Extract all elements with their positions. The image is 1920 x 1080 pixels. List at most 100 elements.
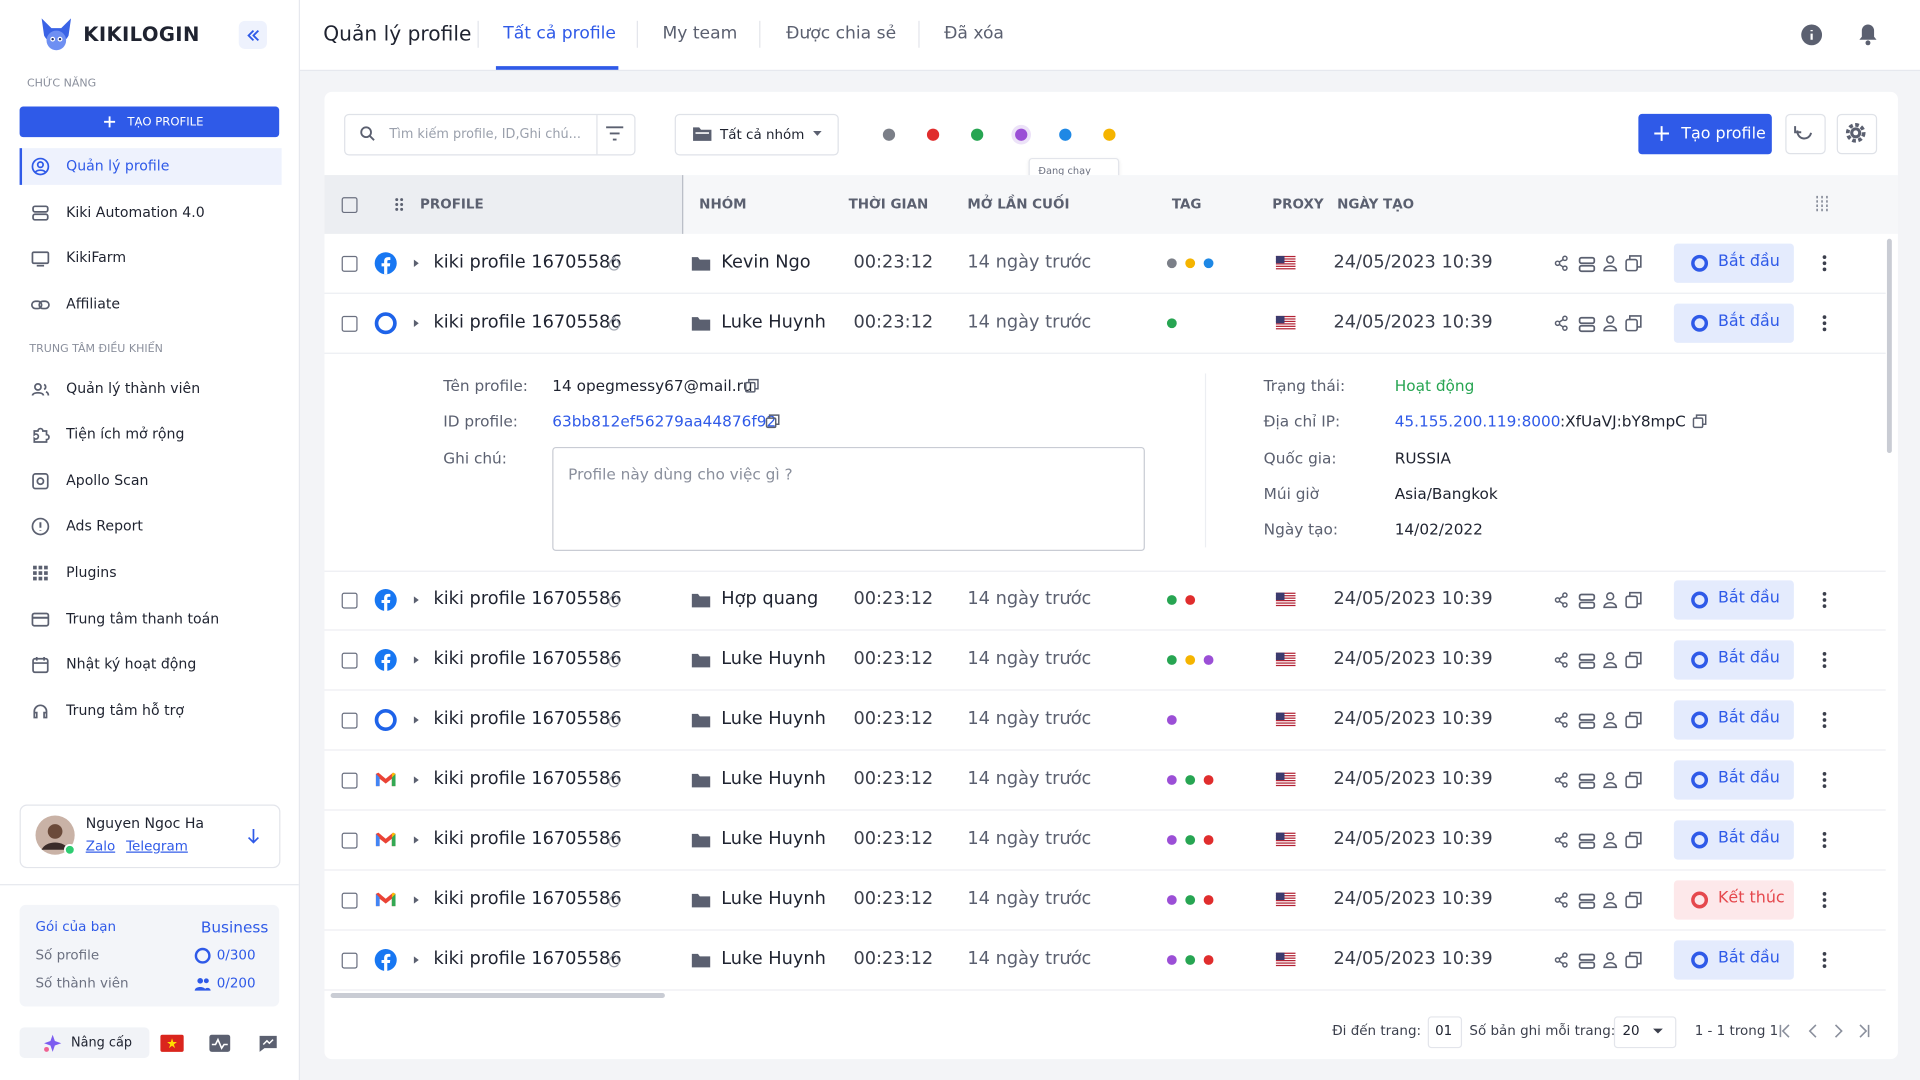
share-icon[interactable] bbox=[1554, 651, 1569, 668]
share-icon[interactable] bbox=[1554, 951, 1569, 968]
share-icon[interactable] bbox=[1554, 711, 1569, 728]
expand-caret[interactable] bbox=[413, 319, 419, 327]
menu-item[interactable]: Quản lý profile bbox=[66, 156, 170, 175]
expand-caret[interactable] bbox=[413, 776, 419, 784]
profile-name[interactable]: kiki profile 16705586 bbox=[433, 649, 622, 669]
filter-icon[interactable] bbox=[606, 126, 624, 141]
storage-icon[interactable] bbox=[1577, 591, 1596, 609]
user-icon[interactable] bbox=[1602, 315, 1619, 332]
share-icon[interactable] bbox=[1554, 591, 1569, 608]
row-checkbox[interactable] bbox=[341, 952, 358, 969]
activity-icon[interactable] bbox=[209, 1034, 231, 1052]
next-page[interactable] bbox=[1834, 1024, 1845, 1038]
copy-icon[interactable] bbox=[1692, 414, 1707, 429]
settings-button[interactable] bbox=[1836, 113, 1878, 155]
menu-item[interactable]: KikiFarm bbox=[66, 248, 127, 266]
color-filter[interactable] bbox=[1015, 128, 1028, 141]
row-checkbox[interactable] bbox=[341, 772, 358, 789]
share-icon[interactable] bbox=[1554, 891, 1569, 908]
expand-caret[interactable] bbox=[413, 259, 419, 267]
more-icon[interactable] bbox=[1822, 891, 1827, 908]
share-icon[interactable] bbox=[1554, 255, 1569, 272]
menu-item[interactable]: Nhật ký hoạt động bbox=[66, 655, 197, 673]
menu-item[interactable]: Apollo Scan bbox=[66, 471, 149, 489]
copy-icon[interactable] bbox=[1625, 771, 1642, 789]
header-checkbox[interactable] bbox=[341, 197, 358, 214]
copy-icon[interactable] bbox=[1625, 951, 1642, 969]
menu-item[interactable]: Ads Report bbox=[66, 516, 143, 535]
storage-icon[interactable] bbox=[1577, 831, 1596, 849]
share-icon[interactable] bbox=[1554, 315, 1569, 332]
page-input[interactable] bbox=[1427, 1016, 1463, 1049]
vn-flag[interactable] bbox=[160, 1034, 184, 1052]
copy-icon[interactable] bbox=[1625, 315, 1642, 332]
more-icon[interactable] bbox=[1822, 771, 1827, 788]
zalo-link[interactable]: Zalo bbox=[85, 838, 116, 854]
profile-name[interactable]: kiki profile 16705586 bbox=[433, 769, 622, 789]
storage-icon[interactable] bbox=[1577, 651, 1596, 669]
row-checkbox[interactable] bbox=[341, 652, 358, 669]
more-icon[interactable] bbox=[1822, 651, 1827, 668]
expand-caret[interactable] bbox=[413, 656, 419, 664]
storage-icon[interactable] bbox=[1577, 255, 1596, 273]
storage-icon[interactable] bbox=[1577, 951, 1596, 969]
columns-icon[interactable] bbox=[1815, 195, 1830, 214]
expand-caret[interactable] bbox=[413, 716, 419, 724]
profile-name[interactable]: kiki profile 16705586 bbox=[433, 589, 622, 609]
menu-item[interactable]: Tiện ích mở rộng bbox=[66, 425, 185, 443]
storage-icon[interactable] bbox=[1577, 315, 1596, 333]
copy-icon[interactable] bbox=[1625, 891, 1642, 909]
more-icon[interactable] bbox=[1822, 831, 1827, 848]
tab[interactable]: Được chia sẻ bbox=[786, 24, 897, 44]
user-icon[interactable] bbox=[1602, 651, 1619, 669]
storage-icon[interactable] bbox=[1577, 711, 1596, 729]
menu-item[interactable]: Quản lý thành viên bbox=[66, 379, 201, 397]
copy-icon[interactable] bbox=[744, 378, 759, 393]
copy-icon[interactable] bbox=[765, 414, 780, 429]
user-icon[interactable] bbox=[1602, 255, 1619, 272]
per-page-select[interactable] bbox=[1613, 1016, 1677, 1049]
tab[interactable]: Đã xóa bbox=[944, 24, 1004, 44]
expand-caret[interactable] bbox=[413, 836, 419, 844]
bell-icon[interactable] bbox=[1859, 23, 1877, 46]
profile-name[interactable]: kiki profile 16705586 bbox=[433, 829, 622, 849]
row-checkbox[interactable] bbox=[341, 592, 358, 609]
row-checkbox[interactable] bbox=[341, 255, 358, 272]
profile-name[interactable]: kiki profile 16705586 bbox=[433, 889, 622, 909]
user-icon[interactable] bbox=[1602, 771, 1619, 789]
profile-name[interactable]: kiki profile 16705586 bbox=[433, 709, 622, 729]
color-filter[interactable] bbox=[882, 128, 896, 141]
user-icon[interactable] bbox=[1602, 591, 1619, 609]
chat-icon[interactable] bbox=[258, 1035, 278, 1053]
create-profile-button[interactable] bbox=[19, 106, 280, 138]
user-icon[interactable] bbox=[1602, 711, 1619, 729]
row-checkbox[interactable] bbox=[341, 832, 358, 849]
row-checkbox[interactable] bbox=[341, 892, 358, 909]
color-filter[interactable] bbox=[1059, 128, 1072, 141]
user-icon[interactable] bbox=[1602, 951, 1619, 969]
profile-name[interactable]: kiki profile 16705586 bbox=[433, 252, 622, 273]
share-icon[interactable] bbox=[1554, 771, 1569, 788]
menu-item[interactable]: Trung tâm thanh toán bbox=[66, 609, 220, 628]
share-icon[interactable] bbox=[1554, 831, 1569, 848]
expand-caret[interactable] bbox=[413, 596, 419, 604]
color-filter[interactable] bbox=[926, 128, 940, 141]
profile-name[interactable]: kiki profile 16705586 bbox=[433, 312, 622, 333]
copy-icon[interactable] bbox=[1625, 255, 1642, 272]
more-icon[interactable] bbox=[1822, 315, 1827, 332]
telegram-link[interactable]: Telegram bbox=[126, 838, 188, 854]
user-icon[interactable] bbox=[1602, 891, 1619, 909]
first-page[interactable] bbox=[1779, 1024, 1790, 1038]
prev-page[interactable] bbox=[1808, 1024, 1820, 1038]
menu-item[interactable]: Trung tâm hỗ trợ bbox=[66, 701, 184, 719]
copy-icon[interactable] bbox=[1625, 831, 1642, 849]
menu-item[interactable]: Kiki Automation 4.0 bbox=[66, 203, 205, 221]
more-icon[interactable] bbox=[1822, 255, 1827, 272]
color-filter[interactable] bbox=[1103, 128, 1116, 141]
refresh-button[interactable] bbox=[1785, 113, 1826, 155]
row-checkbox[interactable] bbox=[341, 315, 358, 332]
expand-caret[interactable] bbox=[413, 956, 419, 964]
search-box[interactable] bbox=[344, 113, 636, 156]
copy-icon[interactable] bbox=[1625, 711, 1642, 729]
more-icon[interactable] bbox=[1822, 951, 1827, 968]
